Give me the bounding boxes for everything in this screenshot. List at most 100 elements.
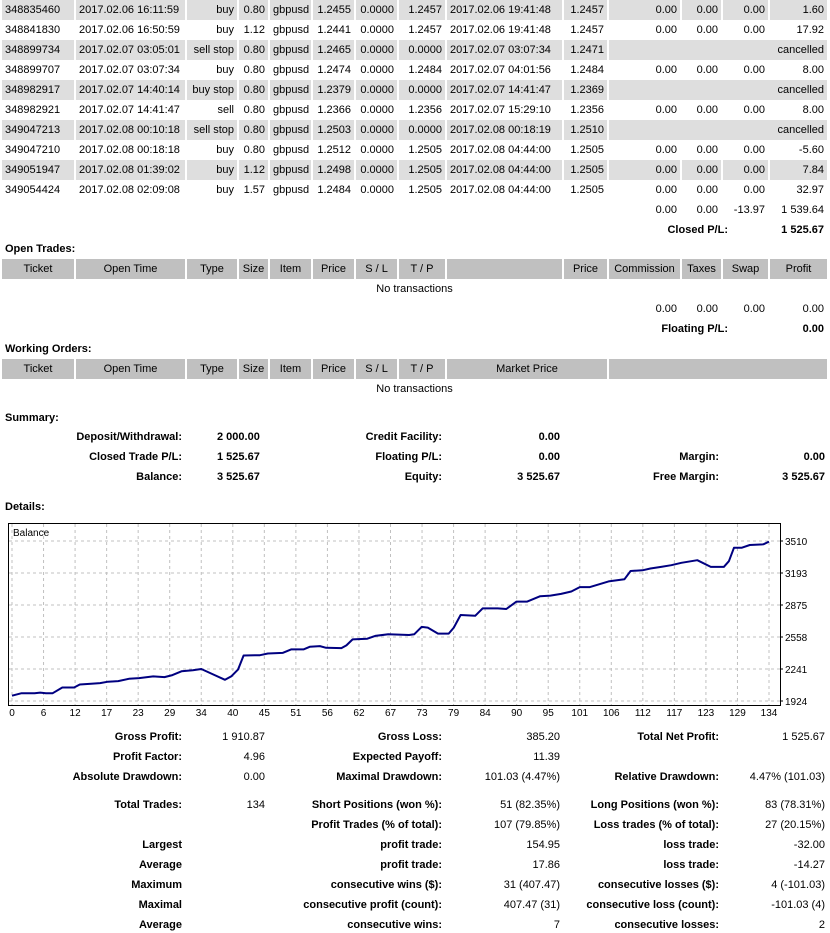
cell-sl: 0.0000: [355, 100, 399, 120]
largest-profit-value: 154.95: [526, 839, 560, 851]
col-ticket: Ticket: [2, 359, 76, 379]
profit-trades-label: Profit Trades (% of total):: [311, 819, 442, 831]
col-taxes: Taxes: [681, 259, 723, 279]
cell-close-price: 1.2505: [563, 140, 609, 160]
x-tick-label: 12: [70, 708, 82, 719]
x-tick-label: 62: [353, 708, 365, 719]
max-dd-label: Maximal Drawdown:: [336, 771, 442, 783]
x-tick-label: 95: [543, 708, 555, 719]
cell-swap: 0.00: [722, 180, 770, 200]
cell-close-time: 2017.02.08 04:44:00: [446, 160, 564, 180]
cell-swap: 0.00: [722, 20, 770, 40]
avg-cons-label: Average: [138, 919, 182, 931]
cell-commission: 0.00: [608, 140, 682, 160]
avg-cons-losses-value: 2: [818, 919, 825, 931]
cell-type: buy: [186, 60, 239, 80]
avg-cons-wins-label: consecutive wins:: [347, 919, 442, 931]
rel-dd-label: Relative Drawdown:: [614, 771, 719, 783]
cell-taxes: 0.00: [681, 140, 723, 160]
closed-pl-label: Closed P/L:: [608, 220, 770, 240]
total-trades-label: Total Trades:: [114, 799, 182, 811]
short-value: 51 (82.35%): [500, 799, 560, 811]
cell-tp: 0.0000: [398, 40, 447, 60]
expected-payoff-value: 11.39: [533, 751, 560, 763]
cell-type: buy: [186, 160, 239, 180]
cell-taxes: 0.00: [681, 20, 723, 40]
trade-row: 348899734 2017.02.07 03:05:01 sell stop 0.8…: [2, 40, 829, 60]
col-blank: [446, 259, 564, 279]
col-open-time: Open Time: [75, 359, 187, 379]
cell-price: 1.2455: [312, 0, 356, 20]
closed-trade-pl-value: 1 525.67: [217, 451, 260, 463]
x-tick-label: 129: [729, 708, 746, 719]
cell-open-time: 2017.02.08 00:10:18: [75, 120, 187, 140]
cell-profit: 8.00: [769, 60, 829, 80]
trade-row: 348841830 2017.02.06 16:50:59 buy 1.12 gbpus…: [2, 20, 829, 40]
closed-trade-pl-label: Closed Trade P/L:: [89, 451, 182, 463]
cell-swap: 0.00: [722, 100, 770, 120]
x-tick-label: 123: [698, 708, 715, 719]
total-net-label: Total Net Profit:: [637, 731, 719, 743]
cell-close-time: 2017.02.06 19:41:48: [446, 20, 564, 40]
col-open-time: Open Time: [75, 259, 187, 279]
open-trades-empty: No transactions: [2, 279, 829, 299]
x-tick-label: 29: [164, 708, 176, 719]
largest-profit-label: profit trade:: [380, 839, 442, 851]
cell-close-time: 2017.02.08 00:18:19: [446, 120, 564, 140]
cell-profit: 7.84: [769, 160, 829, 180]
max-cons-wins-label: consecutive wins ($):: [330, 879, 442, 891]
working-orders-header: Ticket Open Time Type Size Item Price S …: [2, 359, 829, 379]
cell-commission: 0.00: [608, 160, 682, 180]
working-orders-empty: No transactions: [2, 379, 829, 399]
cell-sl: 0.0000: [355, 80, 399, 100]
long-label: Long Positions (won %):: [590, 799, 719, 811]
cell-commission: 0.00: [608, 180, 682, 200]
cell-open-time: 2017.02.08 02:09:08: [75, 180, 187, 200]
cell-taxes: 0.00: [681, 100, 723, 120]
largest-loss-label: loss trade:: [663, 839, 719, 851]
cell-close-time: 2017.02.07 15:29:10: [446, 100, 564, 120]
margin-value: 0.00: [803, 451, 825, 463]
cell-status: cancelled: [608, 40, 829, 60]
y-tick-label: 1924: [785, 697, 808, 708]
cell-profit: 1.60: [769, 0, 829, 20]
open-trades-table: Ticket Open Time Type Size Item Price S …: [2, 259, 829, 339]
free-margin-label: Free Margin:: [652, 471, 719, 483]
cell-item: gbpusd: [269, 60, 313, 80]
largest-loss-value: -32.00: [793, 839, 825, 851]
x-tick-label: 84: [480, 708, 492, 719]
open-total-profit: 0.00: [769, 299, 829, 319]
col-type: Type: [186, 259, 239, 279]
open-total-swap: 0.00: [722, 299, 770, 319]
cell-tp: 1.2356: [398, 100, 447, 120]
cell-open-time: 2017.02.07 03:05:01: [75, 40, 187, 60]
total-swap: -13.97: [722, 200, 770, 220]
cell-close-price: 1.2510: [563, 120, 609, 140]
cell-close-price: 1.2505: [563, 180, 609, 200]
cell-swap: 0.00: [722, 160, 770, 180]
cell-price: 1.2465: [312, 40, 356, 60]
cell-open-time: 2017.02.06 16:11:59: [75, 0, 187, 20]
cell-tp: 1.2505: [398, 160, 447, 180]
cell-close-time: 2017.02.08 04:44:00: [446, 140, 564, 160]
average-label: Average: [138, 859, 182, 871]
col-commission: Commission: [608, 259, 682, 279]
cell-item: gbpusd: [269, 180, 313, 200]
cell-sl: 0.0000: [355, 180, 399, 200]
cell-type: buy: [186, 20, 239, 40]
cell-type: buy stop: [186, 80, 239, 100]
cell-item: gbpusd: [269, 0, 313, 20]
cell-ticket: 348982921: [2, 100, 76, 120]
cell-close-price: 1.2356: [563, 100, 609, 120]
cell-size: 1.12: [238, 20, 270, 40]
cell-type: buy: [186, 140, 239, 160]
profit-trades-value: 107 (79.85%): [493, 819, 560, 831]
cell-taxes: 0.00: [681, 0, 723, 20]
trade-row: 348835460 2017.02.06 16:11:59 buy 0.80 gbpus…: [2, 0, 829, 20]
cell-ticket: 348841830: [2, 20, 76, 40]
col-ticket: Ticket: [2, 259, 76, 279]
maximal-loss-label: consecutive loss (count):: [586, 899, 719, 911]
col-size: Size: [238, 259, 270, 279]
cell-price: 1.2512: [312, 140, 356, 160]
cell-size: 0.80: [238, 140, 270, 160]
